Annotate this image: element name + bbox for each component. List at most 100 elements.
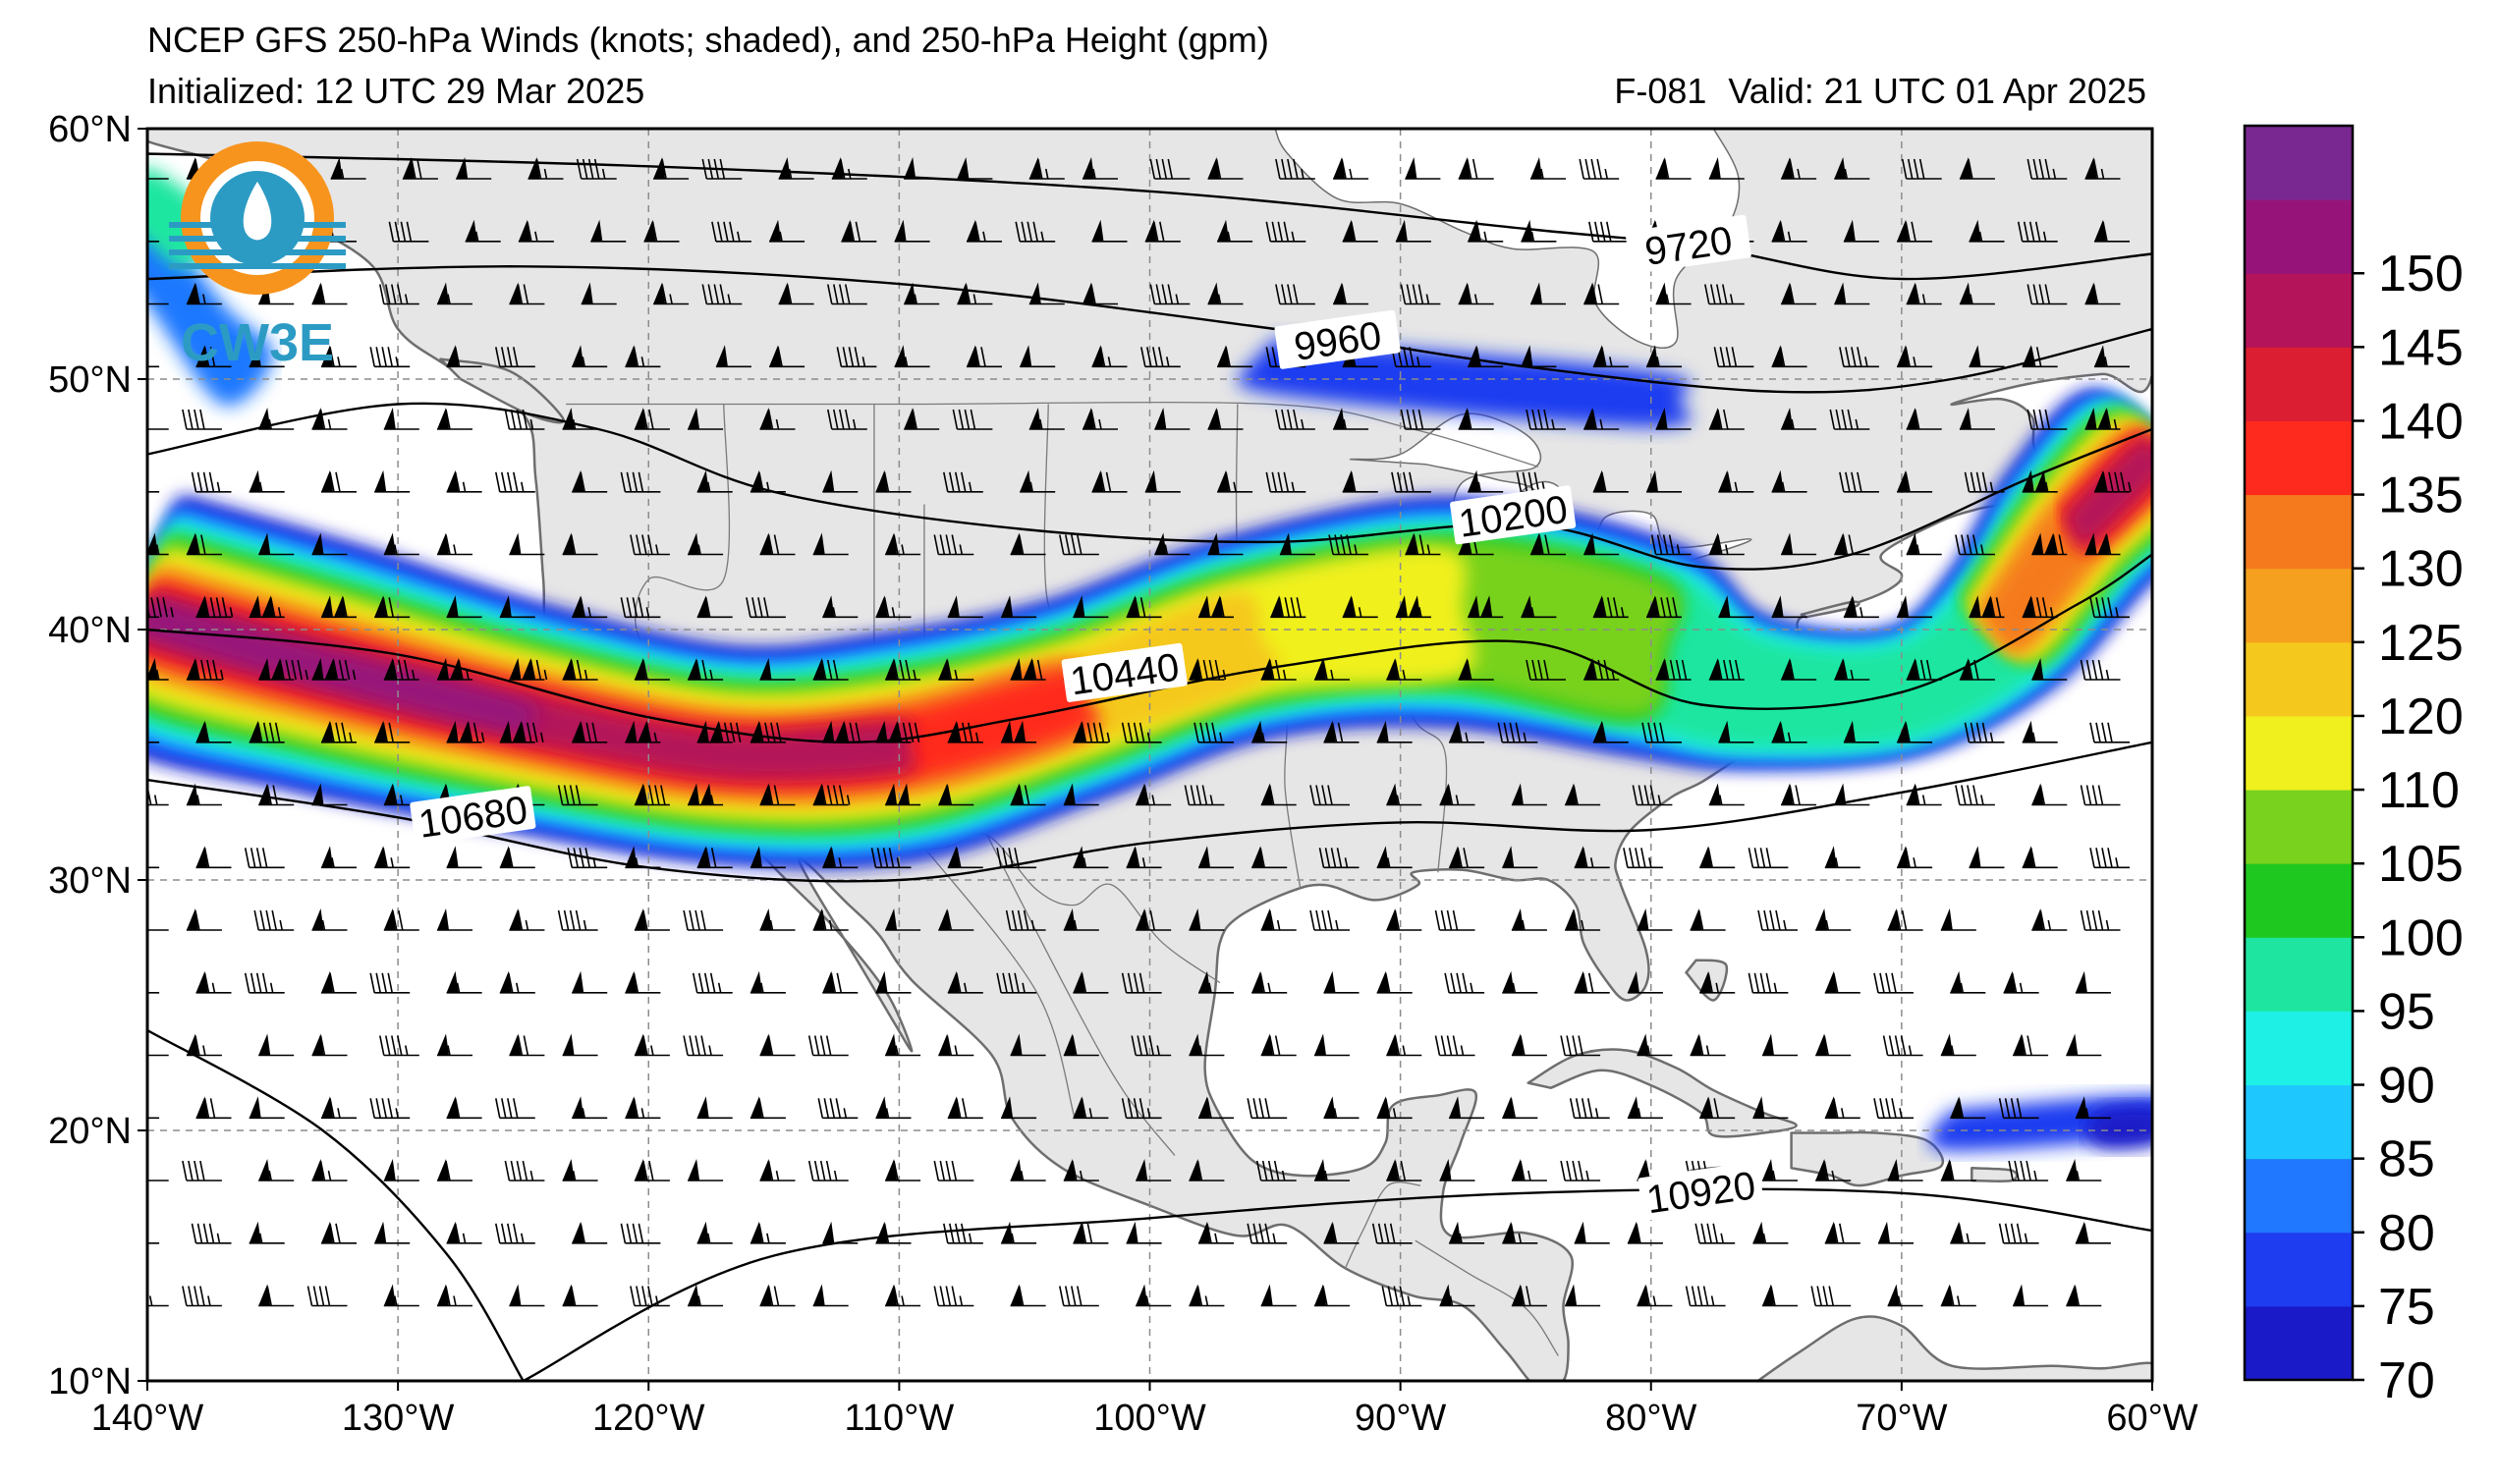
wind-barb-pennant [1063, 783, 1076, 805]
wind-barb-full-flag [1155, 284, 1162, 304]
wind-barb-full-flag [1759, 972, 1766, 993]
wind-barb-half-flag [1080, 1170, 1083, 1182]
wind-barb [495, 1098, 535, 1120]
wind-barb [2013, 1033, 2049, 1057]
wind-barb [1198, 1221, 1234, 1244]
wind-barb-pennant [1376, 846, 1389, 868]
wind-barb-full-flag [1509, 722, 1516, 742]
wind-barb-full-flag [939, 534, 946, 555]
wind-barb-half-flag [2044, 481, 2049, 492]
wind-barb-full-flag [1290, 597, 1297, 618]
wind-barb [1260, 1284, 1297, 1307]
wind-barb-half-flag [1719, 795, 1723, 805]
wind-barb-full-flag [2004, 1098, 2011, 1119]
wind-barb-pennant [1521, 345, 1533, 367]
wind-barb-full-flag [1995, 597, 2002, 618]
wind-barb-full-flag [648, 409, 654, 430]
height-contour-line [147, 152, 2152, 281]
wind-barb [2022, 846, 2058, 869]
wind-barb-pennant [1198, 846, 1210, 868]
wind-barb [557, 909, 598, 931]
wind-barb-half-flag [1386, 857, 1391, 868]
wind-barb [1940, 1033, 1976, 1057]
wind-barb-full-flag [1393, 1286, 1400, 1306]
wind-barb [147, 241, 160, 243]
wind-barb-full-flag [387, 347, 393, 367]
wind-barb-half-flag [1418, 607, 1422, 618]
wind-barb-full-flag [767, 409, 774, 430]
wind-barb-half-flag [895, 1045, 899, 1056]
wind-barb-full-flag [1573, 785, 1579, 805]
wind-barb-half-flag [861, 357, 866, 367]
wind-barb-full-flag [1822, 1286, 1828, 1306]
wind-barb [504, 1160, 545, 1182]
wind-barb-full-flag [888, 848, 895, 868]
wind-barb [1063, 1033, 1099, 1057]
wind-barb [186, 282, 222, 305]
wind-barb-full-flag [630, 534, 636, 555]
wind-barb-full-flag [719, 284, 726, 304]
wind-barb [1386, 1159, 1422, 1182]
wind-barb-full-flag [1133, 1098, 1139, 1119]
wind-barb-full-flag [2107, 597, 2113, 618]
wind-barb-full-flag [1894, 1035, 1901, 1056]
wind-barb [875, 970, 912, 994]
wind-barb-full-flag [1601, 722, 1607, 742]
wind-barb-full-flag [620, 1223, 627, 1243]
wind-barb-full-flag [2016, 1223, 2023, 1243]
wind-barb-half-flag [766, 481, 770, 492]
wind-barb [1144, 219, 1181, 243]
wind-barb-half-flag [1897, 1295, 1902, 1306]
wind-barb [1275, 284, 1315, 305]
wind-barb-half-flag [1460, 1045, 1465, 1056]
wind-barb [1333, 408, 1369, 430]
wind-barb-full-flag [1267, 1160, 1274, 1182]
wind-barb [1381, 1286, 1422, 1307]
wind-barb-full-flag [1403, 347, 1409, 367]
wind-barb [1834, 783, 1870, 806]
wind-barb-half-flag [340, 168, 345, 180]
wind-barb [1959, 408, 1995, 430]
wind-barb-full-flag [338, 659, 345, 681]
wind-barb [2031, 532, 2068, 556]
wind-barb-full-flag [647, 1286, 653, 1306]
wind-barb-full-flag [1417, 284, 1424, 304]
wind-barb [1497, 722, 1538, 743]
wind-barb-full-flag [1018, 1286, 1025, 1306]
wind-barb-half-flag [258, 1233, 263, 1243]
wind-barb-full-flag [203, 347, 210, 367]
wind-barb-pennant [186, 783, 198, 805]
wind-barb [1309, 785, 1350, 806]
wind-barb-full-flag [840, 158, 846, 180]
wind-barb-full-flag [1090, 284, 1096, 304]
colorbar-label: 135 [2378, 467, 2464, 524]
wind-barb-full-flag [1403, 471, 1409, 492]
wind-barb [2017, 221, 2058, 243]
wind-barb-full-flag [2023, 221, 2029, 242]
wind-barb [456, 157, 492, 180]
wind-barb [330, 157, 366, 180]
wind-barb-full-flag [253, 909, 259, 931]
wind-barb [1247, 1223, 1288, 1244]
wind-barb [576, 158, 617, 180]
wind-barb [634, 1033, 670, 1057]
wind-barb-half-flag [959, 544, 964, 555]
wind-barb [1136, 908, 1172, 931]
wind-barb [1020, 469, 1056, 493]
wind-barb [1405, 157, 1441, 180]
wind-barb-half-flag [2085, 1108, 2089, 1119]
wind-barb-full-flag [523, 1035, 529, 1056]
wind-barb-full-flag [1005, 909, 1012, 931]
wind-barb-full-flag [1121, 972, 1128, 993]
wind-barb-pennant [1627, 970, 1639, 993]
wind-barb-full-flag [1503, 722, 1510, 742]
wind-barb-full-flag [1975, 722, 1982, 742]
wind-barb-half-flag [697, 1295, 701, 1306]
wind-barb [1376, 1096, 1413, 1120]
wind-barb-full-flag [1350, 221, 1357, 242]
wind-barb [1530, 282, 1566, 305]
wind-barb-full-flag [1409, 347, 1415, 367]
wind-barb-full-flag [1891, 972, 1897, 993]
long-island-land [1800, 600, 1860, 619]
wind-barb-pennant [249, 345, 261, 367]
